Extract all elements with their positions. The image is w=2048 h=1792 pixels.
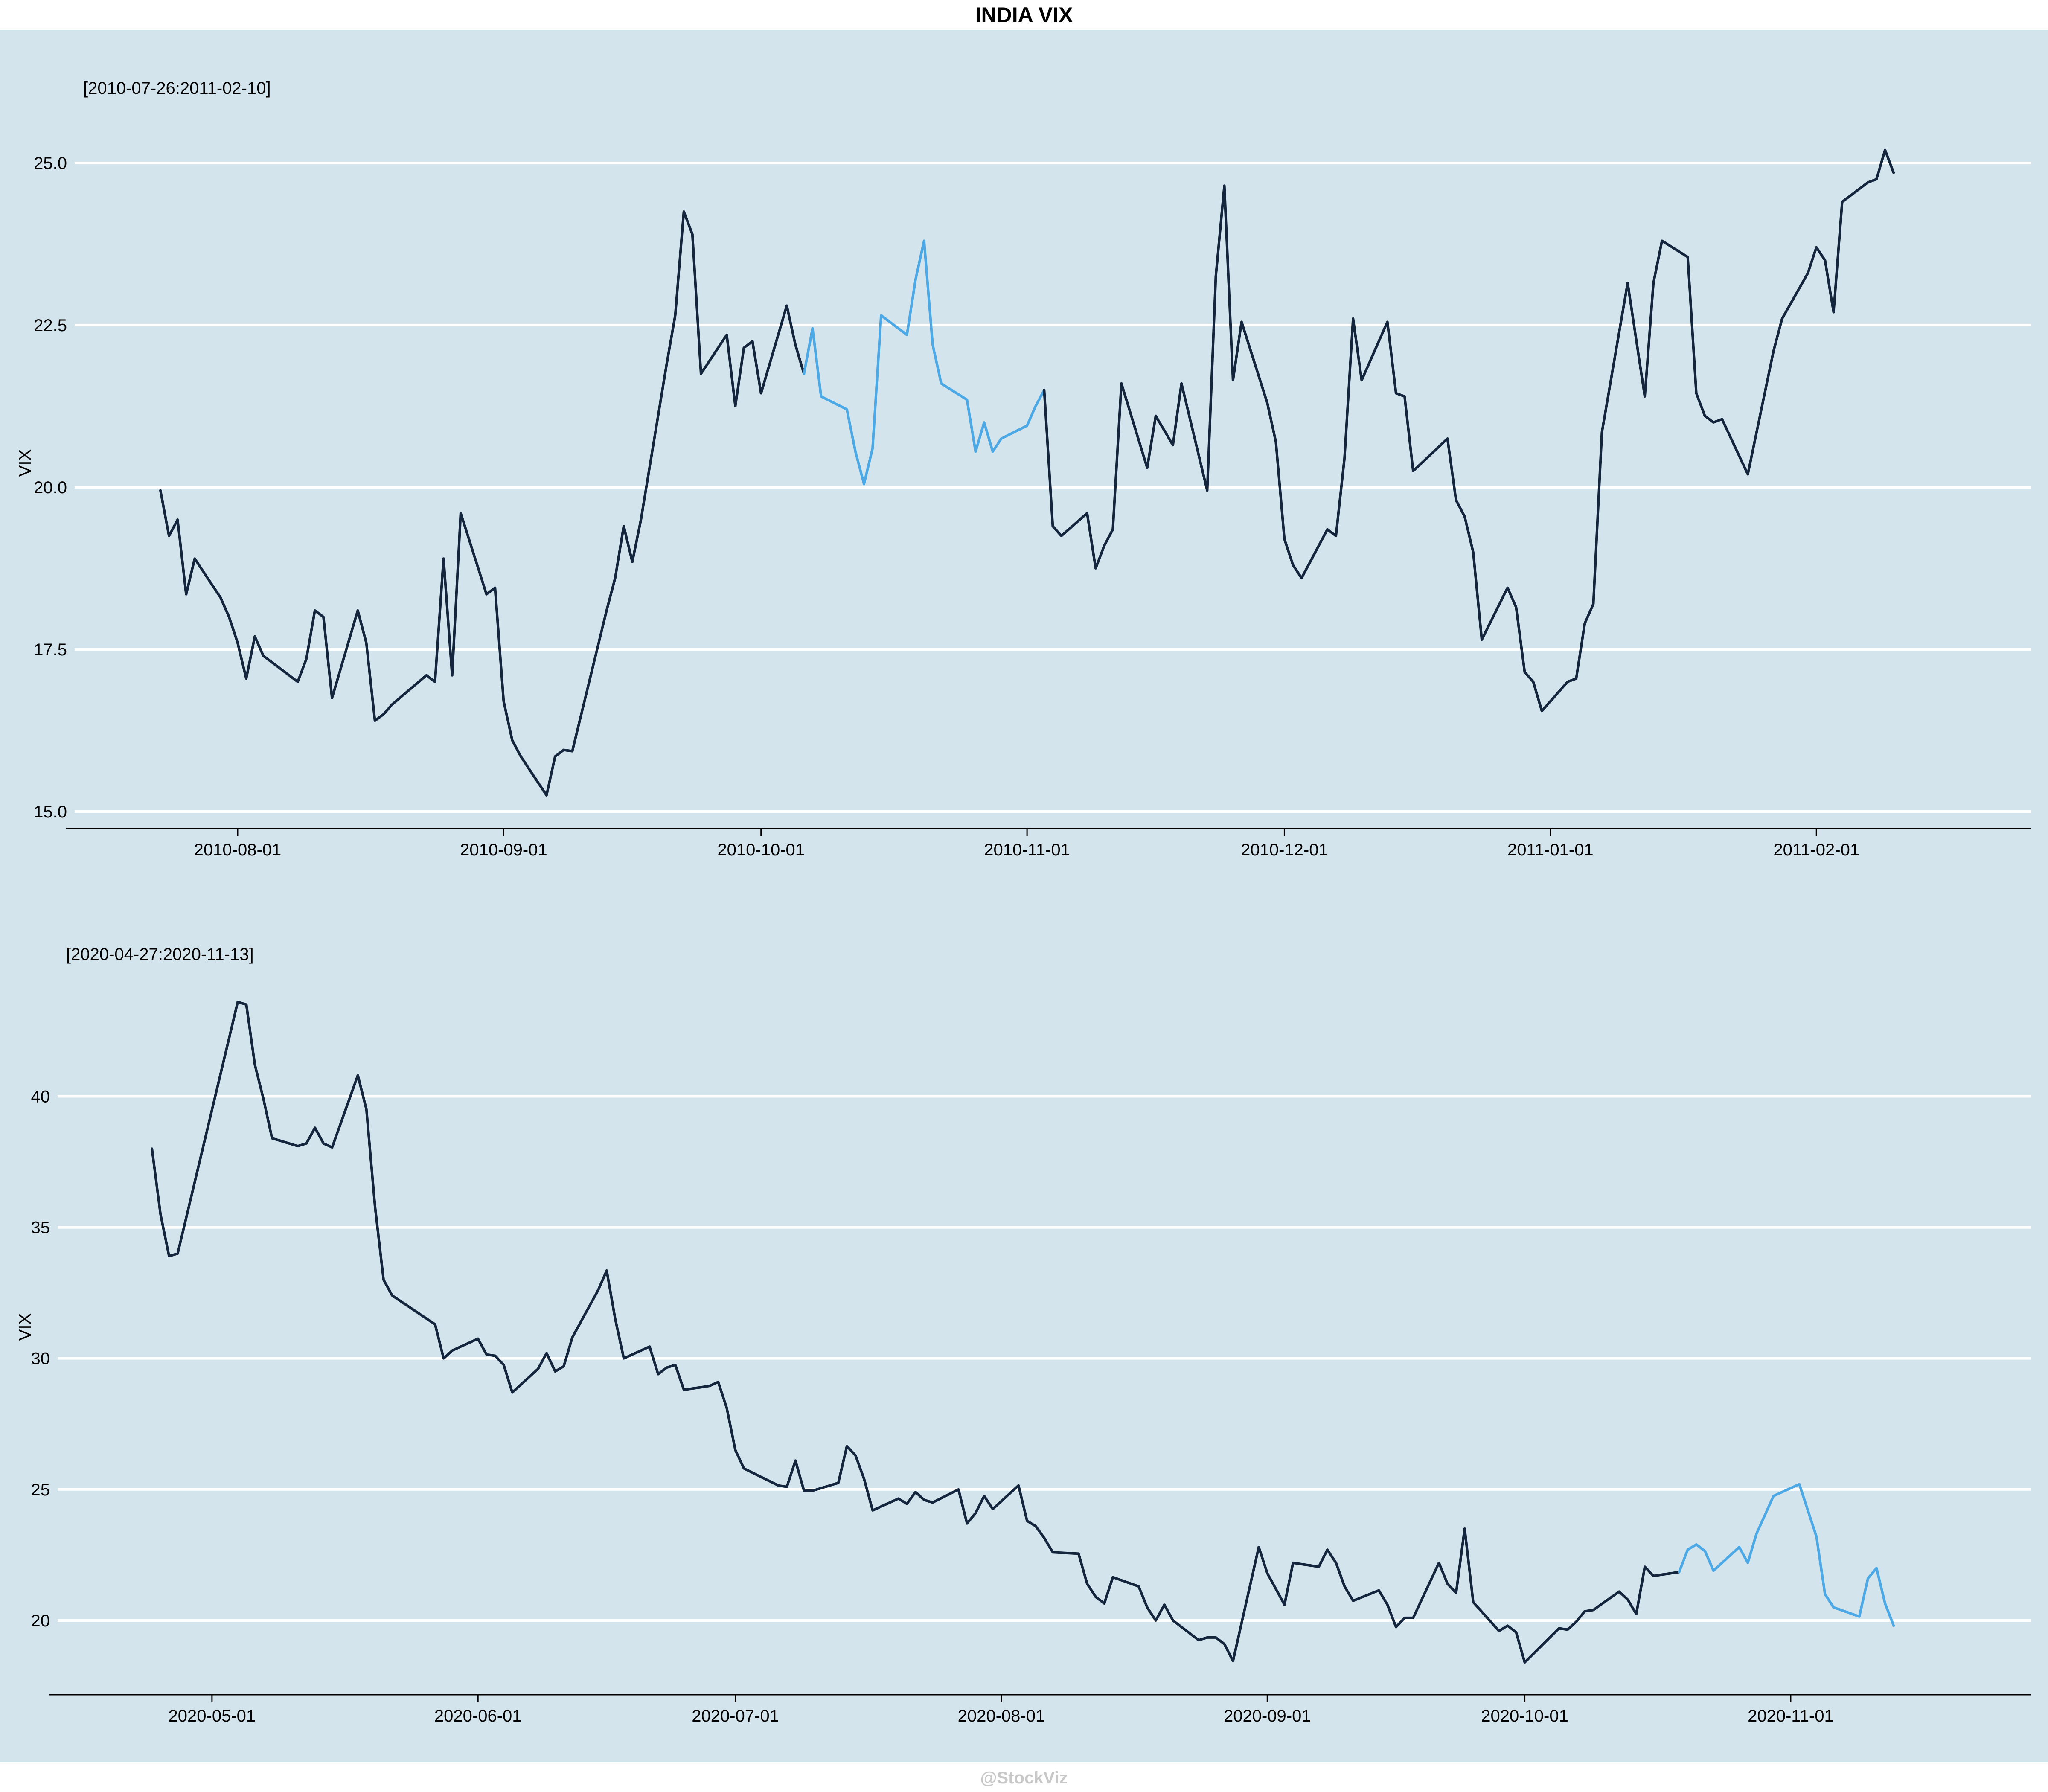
x-tick-label: 2020-08-01 bbox=[958, 1707, 1045, 1725]
y-tick-label: 40 bbox=[31, 1087, 50, 1106]
x-tick-label: 2020-06-01 bbox=[434, 1707, 522, 1725]
y-tick-label: 25 bbox=[31, 1481, 50, 1499]
y-tick-labels: 15.0 17.5 20.0 22.5 25.0 bbox=[34, 154, 67, 821]
panel-background bbox=[0, 30, 2048, 1762]
series-line bbox=[1043, 148, 1895, 713]
watermark: @StockViz bbox=[980, 1769, 1068, 1787]
series-line bbox=[151, 1001, 1681, 1664]
series-line bbox=[159, 210, 806, 797]
series-lines bbox=[159, 148, 1895, 797]
date-range-annotation: [2020-04-27:2020-11-13] bbox=[66, 945, 254, 964]
series-line bbox=[1678, 1483, 1895, 1627]
x-tick-label: 2010-08-01 bbox=[194, 841, 282, 859]
x-ticks: 2010-08-01 2010-09-01 2010-10-01 2010-11-01… bbox=[194, 829, 1859, 859]
x-tick-label: 2020-09-01 bbox=[1224, 1707, 1311, 1725]
y-axis-label: VIX bbox=[16, 1313, 35, 1341]
y-tick-label: 15.0 bbox=[34, 803, 67, 821]
chart-top: 2010-08-01 2010-09-01 2010-10-01 2010-11-01… bbox=[16, 79, 2031, 859]
y-tick-label: 35 bbox=[31, 1219, 50, 1237]
x-tick-label: 2020-11-01 bbox=[1748, 1707, 1834, 1725]
x-tick-label: 2010-10-01 bbox=[717, 841, 805, 859]
chart-title: INDIA VIX bbox=[975, 3, 1073, 27]
x-tick-label: 2020-10-01 bbox=[1481, 1707, 1568, 1725]
series-line bbox=[803, 239, 1046, 486]
x-tick-label: 2010-11-01 bbox=[984, 841, 1070, 859]
series-lines bbox=[151, 1001, 1895, 1664]
x-tick-label: 2011-01-01 bbox=[1507, 841, 1594, 859]
y-tick-label: 20.0 bbox=[34, 478, 67, 497]
x-tick-label: 2010-09-01 bbox=[460, 841, 547, 859]
x-tick-label: 2010-12-01 bbox=[1241, 841, 1328, 859]
chart-bottom: 2020-05-01 2020-06-01 2020-07-01 2020-08-01… bbox=[16, 945, 2031, 1725]
grid-lines bbox=[75, 162, 2031, 813]
y-axis-label: VIX bbox=[16, 449, 35, 477]
x-tick-label: 2020-05-01 bbox=[169, 1707, 256, 1725]
date-range-annotation: [2010-07-26:2011-02-10] bbox=[83, 79, 271, 98]
y-tick-label: 17.5 bbox=[34, 640, 67, 659]
x-ticks: 2020-05-01 2020-06-01 2020-07-01 2020-08-01… bbox=[169, 1695, 1834, 1725]
y-tick-label: 20 bbox=[31, 1612, 50, 1630]
y-tick-label: 25.0 bbox=[34, 154, 67, 173]
y-tick-labels: 20 25 30 35 40 bbox=[31, 1087, 50, 1630]
y-tick-label: 22.5 bbox=[34, 316, 67, 335]
x-tick-label: 2011-02-01 bbox=[1773, 841, 1859, 859]
x-tick-label: 2020-07-01 bbox=[692, 1707, 779, 1725]
y-tick-label: 30 bbox=[31, 1350, 50, 1368]
grid-lines bbox=[58, 1095, 2031, 1622]
